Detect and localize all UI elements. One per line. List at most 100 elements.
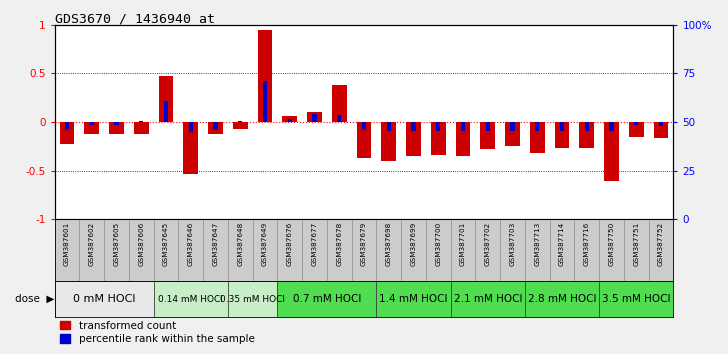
Bar [60,122,74,144]
Bar [659,122,663,126]
Text: 0.35 mM HOCl: 0.35 mM HOCl [220,295,285,304]
Bar [357,122,371,158]
Bar [203,219,228,281]
Bar [480,122,495,149]
Bar [535,122,539,131]
Bar [585,122,589,131]
Bar [327,219,352,281]
Text: 0 mM HOCl: 0 mM HOCl [73,294,135,304]
Bar [609,122,614,131]
Bar [183,122,198,174]
Text: GSM387702: GSM387702 [485,222,491,266]
Bar [65,122,69,130]
Bar [599,219,624,281]
Bar [387,122,391,131]
Text: GDS3670 / 1436940_at: GDS3670 / 1436940_at [55,12,215,25]
Bar [475,219,500,281]
Bar [258,30,272,122]
Bar [525,281,599,317]
Bar [164,101,168,122]
Bar [178,219,203,281]
Text: GSM387601: GSM387601 [64,222,70,266]
Text: GSM387602: GSM387602 [89,222,95,266]
Bar [189,122,193,132]
Bar [401,219,426,281]
Text: GSM387714: GSM387714 [559,222,565,266]
Bar [134,122,149,134]
Bar [154,219,178,281]
Text: GSM387678: GSM387678 [336,222,342,266]
Bar [79,219,104,281]
Bar [555,122,569,148]
Bar [604,122,619,181]
Bar [486,122,490,131]
Text: GSM387701: GSM387701 [460,222,466,266]
Bar [579,122,594,148]
Text: GSM387716: GSM387716 [584,222,590,266]
Bar [159,76,173,122]
Bar [411,122,416,131]
Bar [510,122,515,131]
Bar [406,122,421,156]
Bar [90,122,94,125]
Bar [139,121,143,122]
Text: 0.14 mM HOCl: 0.14 mM HOCl [158,295,223,304]
Bar [263,81,267,122]
Text: GSM387703: GSM387703 [510,222,515,266]
Text: GSM387750: GSM387750 [609,222,614,266]
Bar [560,122,564,131]
Bar [649,219,673,281]
Bar [277,219,302,281]
Bar [456,122,470,156]
Text: GSM387752: GSM387752 [658,222,664,266]
Bar [451,219,475,281]
Text: GSM387677: GSM387677 [312,222,317,266]
Bar [654,122,668,138]
Bar [213,122,218,130]
Text: GSM387645: GSM387645 [163,222,169,266]
Bar [461,122,465,131]
Bar [302,219,327,281]
Bar [574,219,599,281]
Bar [376,281,451,317]
Bar [228,219,253,281]
Text: GSM387699: GSM387699 [411,222,416,266]
Bar [154,281,228,317]
Legend: transformed count, percentile rank within the sample: transformed count, percentile rank withi… [60,321,254,344]
Bar [352,219,376,281]
Bar [84,122,99,134]
Bar [208,122,223,134]
Bar [332,85,347,122]
Text: GSM387649: GSM387649 [262,222,268,266]
Text: GSM387605: GSM387605 [114,222,119,266]
Bar [634,122,638,125]
Text: 2.1 mM HOCl: 2.1 mM HOCl [454,294,522,304]
Bar [55,219,79,281]
Bar [431,122,446,155]
Bar [253,219,277,281]
Bar [114,122,119,125]
Text: GSM387679: GSM387679 [361,222,367,266]
Text: GSM387648: GSM387648 [237,222,243,266]
Bar [104,219,129,281]
Bar [599,281,673,317]
Bar [381,122,396,161]
Bar [451,281,525,317]
Bar [228,281,277,317]
Bar [530,122,545,153]
Bar [426,219,451,281]
Bar [500,219,525,281]
Bar [624,219,649,281]
Bar [282,116,297,122]
Text: GSM387698: GSM387698 [386,222,392,266]
Text: GSM387713: GSM387713 [534,222,540,266]
Bar [109,122,124,134]
Bar [376,219,401,281]
Text: 0.7 mM HOCl: 0.7 mM HOCl [293,294,361,304]
Text: GSM387647: GSM387647 [213,222,218,266]
Text: dose  ▶: dose ▶ [15,294,54,304]
Bar [238,121,242,122]
Text: GSM387646: GSM387646 [188,222,194,266]
Bar [312,114,317,122]
Bar [629,122,644,137]
